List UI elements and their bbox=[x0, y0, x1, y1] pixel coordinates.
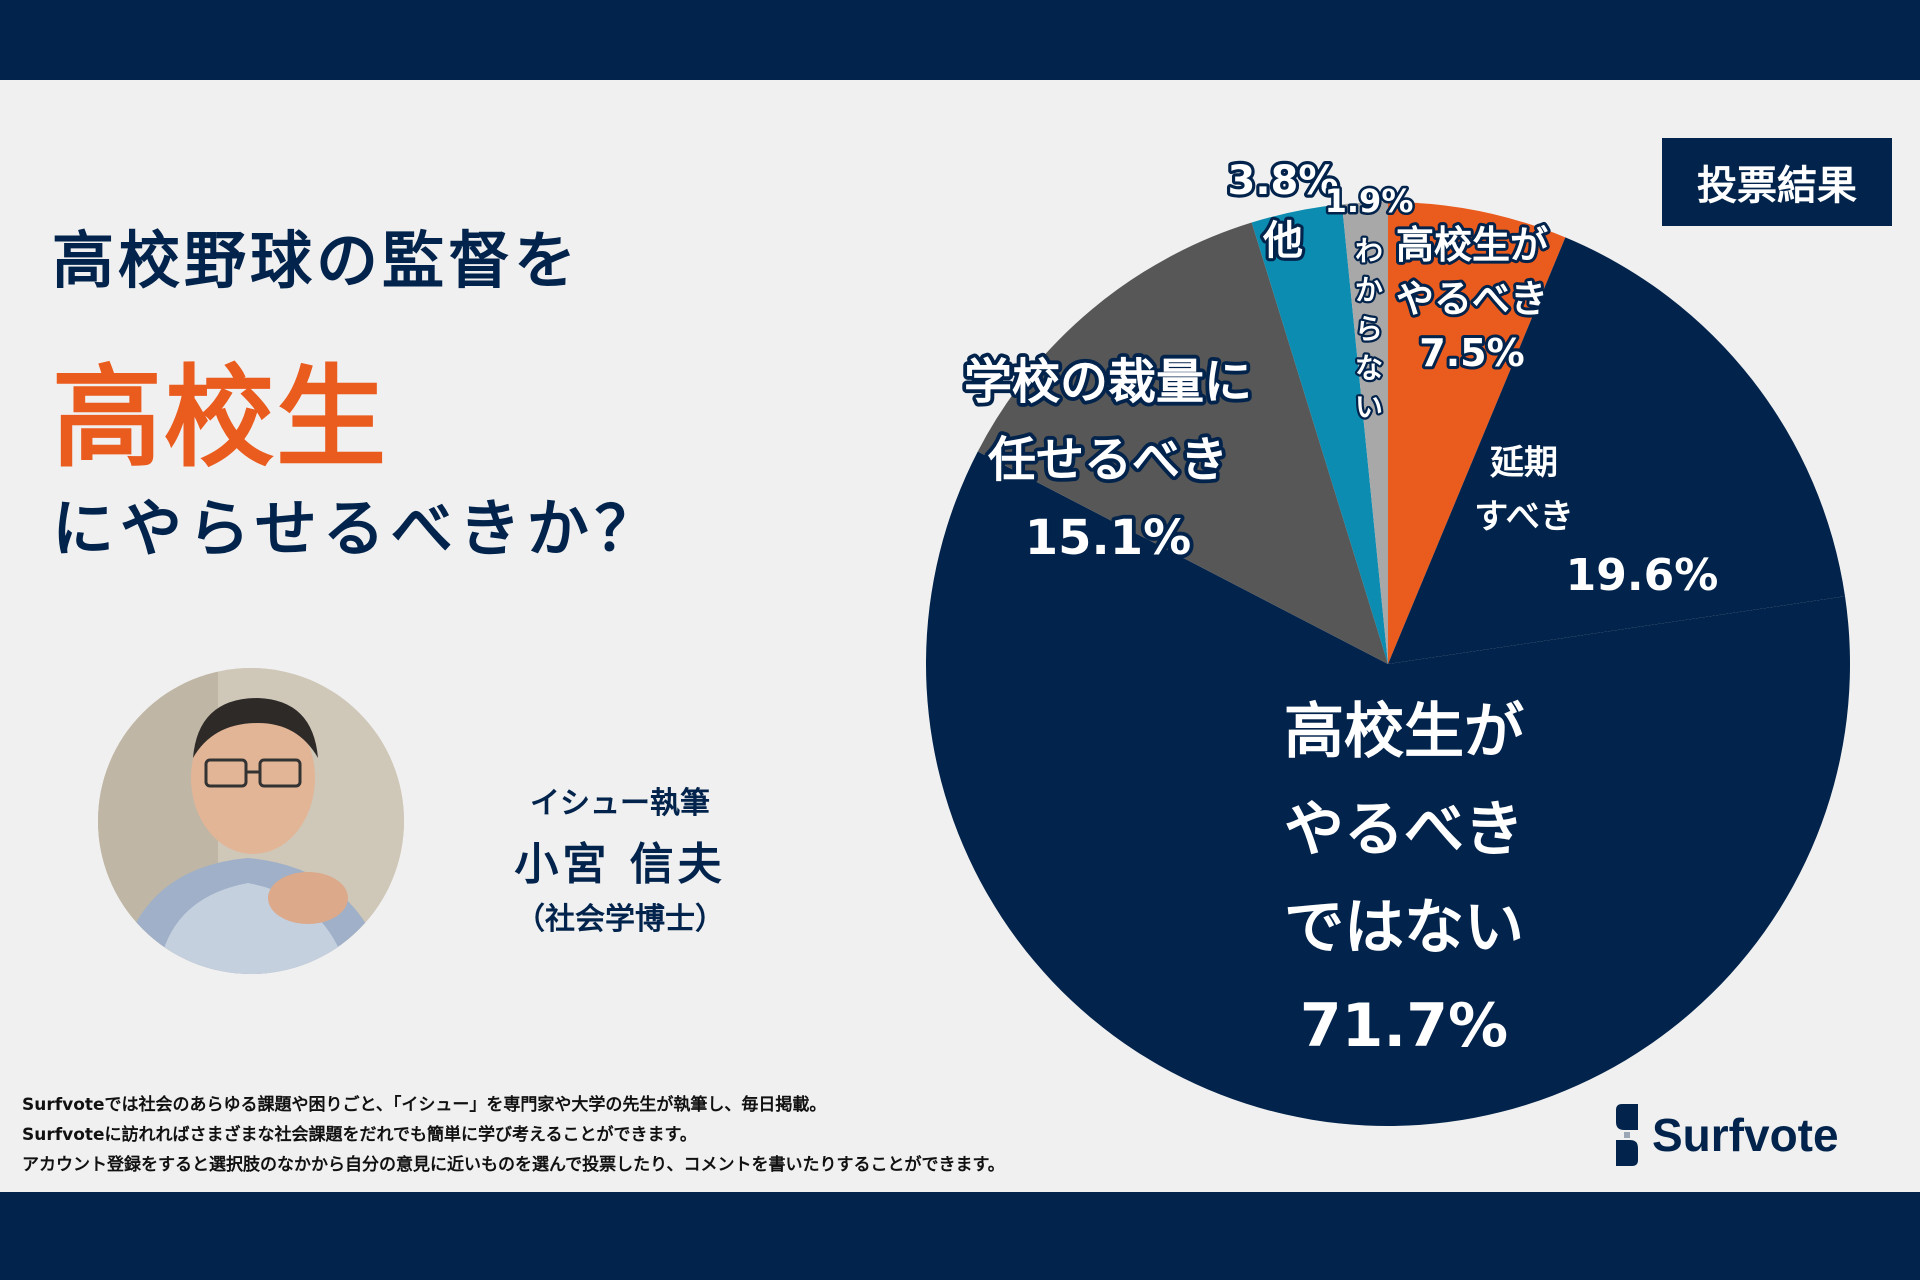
surfvote-logo[interactable]: Surfvote bbox=[1612, 1104, 1839, 1166]
pie-slice-5 bbox=[1251, 204, 1388, 664]
pie-slice-4 bbox=[977, 222, 1388, 664]
slice-1-value-label: 7.5% bbox=[1419, 331, 1524, 375]
bottom-band bbox=[0, 1192, 1920, 1280]
author-role: イシュー執筆 bbox=[530, 786, 710, 821]
footer-line-2: Surfvoteに訪れればさまざまな社会課題をだれでも簡単に学び考えることができ… bbox=[22, 1125, 697, 1145]
slice-6-value-label: 1.9% bbox=[1325, 182, 1414, 220]
slice-2-value-label: 19.6% bbox=[1566, 550, 1719, 601]
footer-line-1: Surfvoteでは社会のあらゆる課題や困りごと、「イシュー」を専門家や大学の先… bbox=[22, 1095, 827, 1115]
surfvote-logo-text: Surfvote bbox=[1652, 1109, 1839, 1161]
slice-6-label-line-2: か bbox=[1355, 274, 1383, 307]
slice-6-label-line-1: わ bbox=[1355, 235, 1383, 268]
result-badge: 投票結果 bbox=[1662, 138, 1892, 226]
slice-4-value-label: 15.1% bbox=[1025, 510, 1192, 566]
slice-3-label-line-3: ではない bbox=[1284, 893, 1524, 963]
slice-3-value-label: 71.7% bbox=[1300, 991, 1508, 1061]
author-portrait-illustration bbox=[98, 668, 404, 974]
author-block: イシュー執筆 小宮 信夫 （社会学博士） bbox=[460, 778, 780, 938]
slice-2-label-line-1: 延期 bbox=[1490, 443, 1558, 483]
author-title: （社会学博士） bbox=[515, 902, 725, 937]
slice-4-label-line-1: 学校の裁量に bbox=[964, 354, 1252, 410]
slice-6-label-line-3: ら bbox=[1355, 313, 1383, 346]
top-band bbox=[0, 0, 1920, 80]
author-photo bbox=[98, 668, 404, 974]
question-line-3: にやらせるべきか？ bbox=[52, 492, 663, 565]
slice-3-label-line-2: やるべき bbox=[1284, 795, 1524, 865]
pie-slice-6 bbox=[1341, 202, 1388, 664]
footer-line-3: アカウント登録をすると選択肢のなかから自分の意見に近いものを選んで投票したり、コ… bbox=[22, 1155, 1005, 1175]
slice-1-label-line-1: 高校生が bbox=[1396, 223, 1548, 267]
author-name: 小宮 信夫 bbox=[514, 839, 726, 890]
question-line-1: 高校野球の監督を bbox=[52, 224, 581, 297]
slice-2-label-line-2: すべき bbox=[1474, 497, 1574, 537]
slice-6-label-line-4: な bbox=[1355, 352, 1383, 385]
pie-slice-2 bbox=[1388, 237, 1846, 665]
slice-4-label-line-2: 任せるべき bbox=[988, 432, 1228, 488]
pie-slice-3 bbox=[925, 451, 1850, 1126]
slice-3-label-line-1: 高校生が bbox=[1284, 697, 1524, 767]
pie-slice-1 bbox=[1388, 202, 1566, 664]
slice-6-label-line-5: い bbox=[1355, 391, 1383, 424]
surfvote-logo-icon bbox=[1616, 1104, 1638, 1166]
slice-1-label-line-2: やるべき bbox=[1396, 277, 1548, 321]
question-highlight: 高校生 bbox=[52, 354, 388, 482]
footer-text: Surfvoteでは社会のあらゆる課題や困りごと、「イシュー」を専門家や大学の先… bbox=[22, 1090, 1005, 1180]
slice-5-label-line-1: 他 bbox=[1262, 218, 1303, 264]
slice-5-value-label: 3.8% bbox=[1228, 158, 1339, 204]
